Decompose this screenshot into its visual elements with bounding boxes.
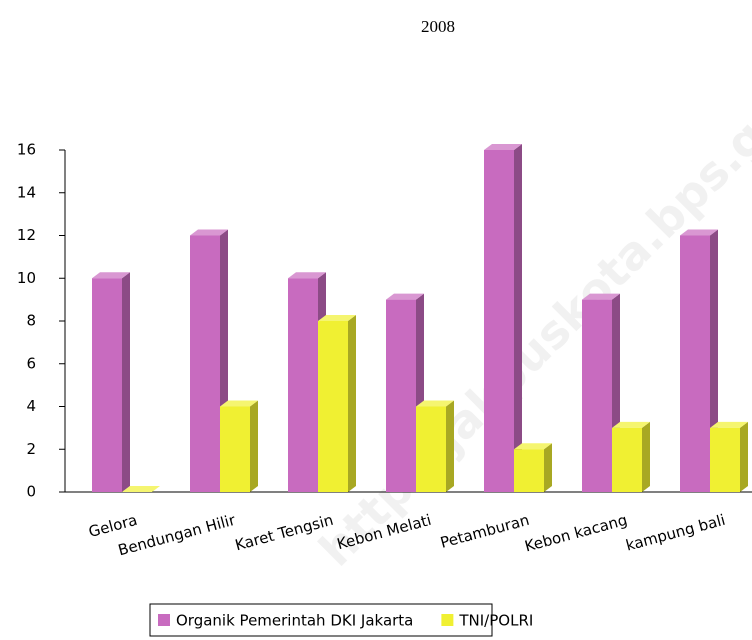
bar-front xyxy=(612,427,642,492)
legend-label: TNI/POLRI xyxy=(458,612,533,630)
bar-front xyxy=(416,406,446,492)
bar-top xyxy=(710,421,748,428)
bar xyxy=(220,400,258,492)
legend-swatch xyxy=(441,614,454,626)
bar-front xyxy=(484,150,514,492)
bar-top xyxy=(416,400,454,407)
bar-front xyxy=(514,449,544,492)
bar xyxy=(416,400,454,492)
bar-top xyxy=(122,486,160,492)
x-tick-label: Kebon kacang xyxy=(523,511,629,556)
bar-top xyxy=(582,293,620,300)
bar xyxy=(680,229,718,492)
bar-front xyxy=(680,235,710,492)
bar-top xyxy=(484,144,522,150)
bar xyxy=(484,144,522,492)
y-tick-label: 0 xyxy=(26,483,36,501)
bar xyxy=(514,443,552,492)
y-tick-label: 10 xyxy=(17,269,36,287)
bar xyxy=(92,272,130,492)
bar-top xyxy=(514,443,552,450)
bar-top xyxy=(92,272,130,279)
legend-label: Organik Pemerintah DKI Jakarta xyxy=(176,612,413,630)
bar-top xyxy=(318,315,356,321)
bar-side xyxy=(642,421,650,492)
bar-side xyxy=(514,144,522,492)
bar xyxy=(318,315,356,492)
x-tick-label: Gelora xyxy=(87,511,140,541)
bar-side xyxy=(740,421,748,492)
bar xyxy=(612,421,650,492)
bar-front xyxy=(288,278,318,492)
bar-front xyxy=(92,278,122,492)
y-tick-label: 14 xyxy=(17,183,36,201)
bar xyxy=(710,421,748,492)
bar-side xyxy=(250,400,258,492)
bar-top xyxy=(612,421,650,428)
bar-front xyxy=(190,235,220,492)
y-tick-label: 16 xyxy=(17,141,36,159)
y-tick-label: 4 xyxy=(26,397,36,415)
bar-top xyxy=(220,400,258,407)
bar-top xyxy=(190,229,228,236)
bar-front xyxy=(710,427,740,492)
bar-front xyxy=(220,406,250,492)
x-tick-label: Petamburan xyxy=(438,511,531,552)
y-tick-label: 12 xyxy=(17,226,36,244)
bar-front xyxy=(386,299,416,492)
bar-side xyxy=(122,272,130,492)
bar-top xyxy=(680,229,718,236)
bar-top xyxy=(386,293,424,300)
legend-box xyxy=(149,603,493,637)
x-tick-label: kampung bali xyxy=(624,511,727,555)
bar-top xyxy=(288,272,326,279)
legend-swatch xyxy=(158,614,170,626)
bar-side xyxy=(446,400,454,492)
bar-side xyxy=(348,315,356,492)
chart-title: 2008 xyxy=(421,17,455,36)
bar-front xyxy=(318,321,348,492)
bar-side xyxy=(544,443,552,492)
y-tick-label: 8 xyxy=(26,312,36,330)
y-tick-label: 6 xyxy=(26,354,36,372)
bar xyxy=(122,486,160,492)
y-tick-label: 2 xyxy=(26,440,36,458)
bar-front xyxy=(582,299,612,492)
